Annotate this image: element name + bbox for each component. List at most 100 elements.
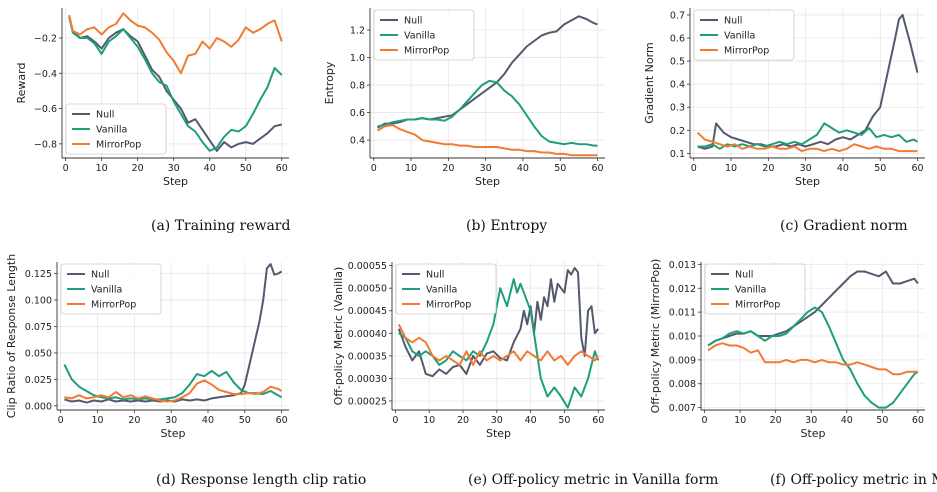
legend: Null Vanilla MirrorPop [65,103,167,155]
y-tick-label: 0.008 [669,379,696,390]
y-tick-label: 0.125 [25,269,52,280]
panel-caption: (a) Training reward [151,218,290,234]
x-tick-label: 10 [423,415,435,426]
x-tick-label: 30 [480,163,492,174]
legend-label-vanilla: Vanilla [735,285,766,296]
x-tick-label: 60 [276,415,288,426]
x-tick-label: 10 [725,163,737,174]
series-line-vanilla [68,16,283,152]
x-tick-label: 40 [525,415,537,426]
x-tick-label: 60 [592,415,604,426]
legend-label-null: Null [426,270,444,281]
y-tick-label: 0.011 [669,308,696,319]
y-tick-label: 0.025 [25,375,52,386]
chart-panel-1: 0 10 20 30 40 50 60 −0.8 −0.6 −0.4 −0.2 Step Reward N… [15,8,289,188]
y-tick-label: 0.00040 [348,329,387,340]
y-tick-label: 0.009 [669,355,696,366]
y-tick-label: 0.050 [25,348,52,359]
y-tick-label: 0.00025 [348,396,387,407]
x-tick-label: 60 [912,415,924,426]
x-tick-label: 50 [239,415,251,426]
series-line-vanilla [707,306,919,409]
series-line-mirrorpop [696,131,918,153]
series-line-mirrorpop [64,379,283,403]
legend-label-vanilla: Vanilla [404,31,435,42]
legend: Null Vanilla MirrorPop [395,263,497,315]
panel-caption: (d) Response length clip ratio [156,472,366,488]
y-tick-label: 0.100 [25,296,52,307]
y-axis-label: Reward [15,63,28,104]
series-line-vanilla [377,79,598,147]
x-tick-label: 0 [58,415,64,426]
y-tick-label: 0.6 [670,34,685,45]
legend-label-mirrorpop: MirrorPop [724,46,769,57]
y-tick-label: 1.2 [350,26,365,37]
y-tick-label: 0.1 [670,149,685,160]
legend-label-vanilla: Vanilla [724,31,755,42]
y-tick-label: 0.00045 [348,306,387,317]
legend-box [60,263,162,315]
legend: Null Vanilla MirrorPop [704,263,806,315]
x-tick-label: 40 [202,415,214,426]
series-line-mirrorpop [68,12,283,75]
x-axis-label: Step [486,427,511,440]
x-tick-label: 30 [165,415,177,426]
legend-label-null: Null [735,270,753,281]
y-axis-label: Clip Ratio of Response Length [5,254,18,418]
x-tick-label: 10 [96,163,108,174]
legend-label-null: Null [91,270,109,281]
x-tick-label: 20 [132,163,144,174]
y-tick-label: 0.012 [669,284,696,295]
series-line-mirrorpop [397,323,600,366]
y-tick-label: 0.075 [25,322,52,333]
series-line-null [697,13,919,150]
chart-panel-4: 0 10 20 30 40 50 60 0.000 0.025 0.050 0.075 0.100 0.… [5,254,289,440]
series-line-vanilla [398,278,600,409]
y-tick-label: 0.7 [670,10,685,21]
x-tick-label: 60 [591,163,603,174]
series-line-null [64,263,283,404]
x-tick-label: 50 [558,415,570,426]
chart-panel-2: 0 10 20 30 40 50 60 0.4 0.6 0.8 1.0 1.2 Step Entropy N… [323,8,605,188]
legend-label-null: Null [404,16,422,27]
x-tick-label: 0 [702,415,708,426]
series-line-mirrorpop [377,124,598,157]
x-tick-label: 40 [841,415,853,426]
legend-box [373,9,475,61]
y-axis-label: Gradient Norm [643,42,656,123]
legend-label-vanilla: Vanilla [96,125,127,136]
legend-label-mirrorpop: MirrorPop [96,140,141,151]
x-tick-label: 30 [805,415,817,426]
y-tick-label: 0.00030 [348,374,387,385]
legend-box [395,263,497,315]
x-tick-label: 0 [371,163,377,174]
y-tick-label: 0.4 [350,136,365,147]
y-tick-label: 0.4 [670,80,685,91]
legend: Null Vanilla MirrorPop [373,9,475,61]
y-tick-label: −0.8 [34,139,57,150]
x-axis-label: Step [795,175,820,188]
y-tick-label: 0.010 [669,332,696,343]
x-tick-label: 50 [554,163,566,174]
y-tick-label: 0.00050 [348,284,387,295]
x-tick-label: 0 [63,163,69,174]
legend: Null Vanilla MirrorPop [693,9,795,61]
y-tick-label: 0.5 [670,57,685,68]
legend-label-null: Null [96,110,114,121]
chart-panel-3: 0 10 20 30 40 50 60 0.1 0.2 0.3 0.4 0.5 0.6 0.7 Step Gr… [643,8,925,188]
x-axis-label: Step [800,427,825,440]
x-tick-label: 60 [276,163,288,174]
x-tick-label: 30 [491,415,503,426]
y-tick-label: 0.013 [669,260,696,271]
legend-label-null: Null [724,16,742,27]
y-axis-label: Entropy [323,61,336,104]
series-line-vanilla [697,122,919,150]
x-tick-label: 30 [168,163,180,174]
x-tick-label: 20 [442,163,454,174]
y-tick-label: 0.8 [350,81,365,92]
x-tick-label: 20 [457,415,469,426]
legend-label-vanilla: Vanilla [91,285,122,296]
legend-box [693,9,795,61]
x-tick-label: 0 [691,163,697,174]
